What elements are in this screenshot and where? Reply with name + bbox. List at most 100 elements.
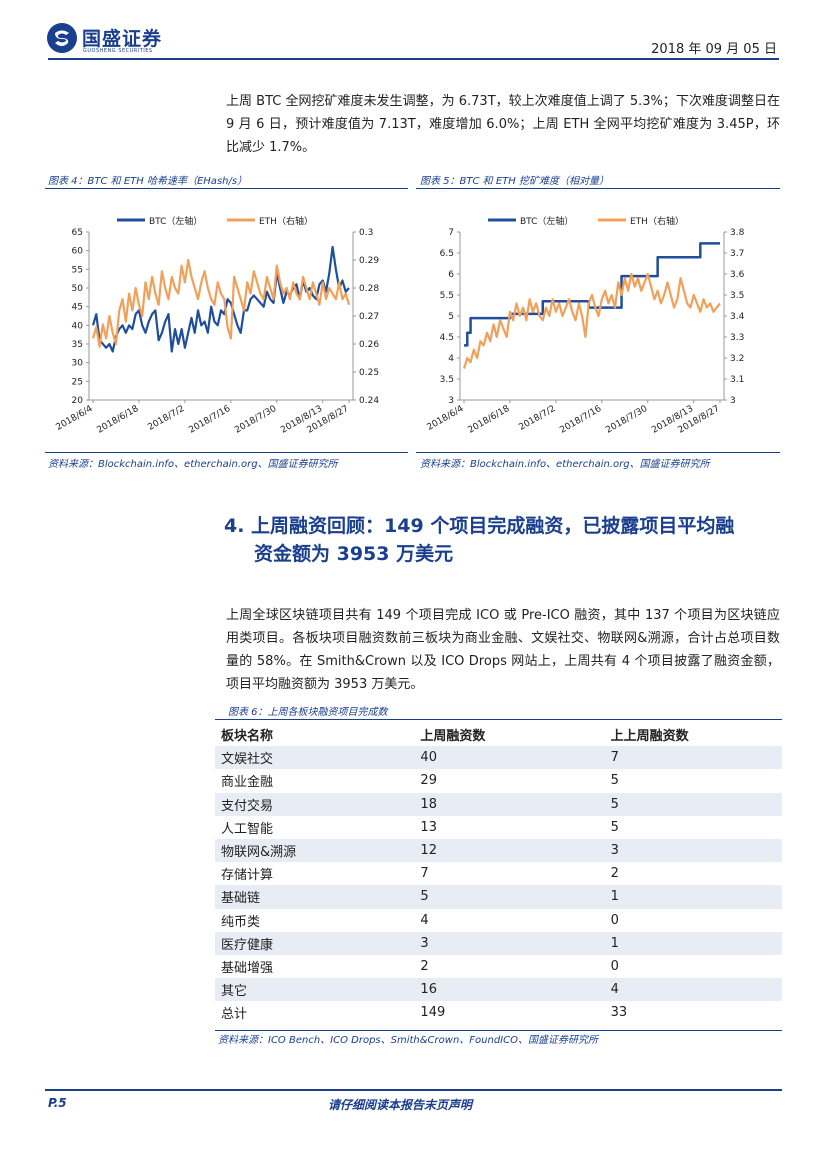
section4-heading-line2: 资金额为 3953 万美元 (254, 543, 454, 565)
table-row: 物联网&溯源 12 3 (215, 838, 782, 863)
y-right-tick-label: 0.28 (359, 284, 379, 294)
table-cell: 人工智能 (221, 821, 274, 837)
y-right-tick-label: 3.2 (730, 354, 744, 364)
table-cell: 1 (604, 931, 782, 955)
section4-heading: 4. 上周融资回顾：149 个项目完成融资，已披露项目平均融 资金额为 3953… (224, 512, 784, 568)
fig4-title: 图表 4：BTC 和 ETH 哈希速率（EHash/s） (48, 176, 248, 187)
y-left-tick-label: 55 (72, 265, 83, 275)
fig4-source: 资料来源：Blockchain.info、etherchain.org、国盛证券… (48, 459, 338, 470)
y-right-tick-label: 0.24 (359, 396, 379, 406)
footer-rule (45, 1089, 782, 1091)
table6-grid: 板块名称 上周融资数 上上周融资数 文娱社交 40 7 商业金融 29 5 支付交易 18 5 人工智能… (215, 723, 782, 1024)
table-cell: 商业金融 (221, 775, 274, 791)
y-right-tick-label: 3.5 (730, 291, 744, 301)
table-cell: 2 (610, 866, 619, 882)
footer-disclaimer: 请仔细阅读本报告末页声明 (328, 1098, 473, 1112)
table-row: 基础增强 2 0 (215, 955, 782, 978)
table-row: 基础链 5 1 (215, 885, 782, 909)
table6-source: 资料来源：ICO Bench、ICO Drops、Smith&Crown、Fou… (218, 1035, 598, 1046)
y-right-tick-label: 0.29 (359, 256, 379, 266)
y-left-tick-label: 50 (72, 284, 84, 294)
y-right-tick-label: 3.3 (730, 333, 744, 343)
table-cell: 33 (610, 1005, 628, 1021)
x-tick-label: 2018/6/18 (466, 404, 511, 436)
table-cell: 4 (604, 978, 782, 1002)
y-right-tick-label: 3.1 (730, 375, 744, 385)
x-tick-label: 2018/7/16 (187, 404, 232, 436)
table-cell: 2 (420, 958, 429, 974)
table-cell: 7 (604, 746, 782, 770)
fig5-chart: BTC（左轴） ETH（右轴） 3 3.5 4 4.5 5 5.5 6 6.5 7 3 3.1 3.2 3.… (425, 215, 745, 436)
y-left-tick-label: 3 (448, 396, 454, 406)
y-right-tick-label: 3.7 (730, 249, 744, 259)
table6-bottom-rule (215, 1030, 782, 1031)
table-cell: 5 (610, 773, 619, 789)
table-cell: 其它 (215, 978, 415, 1002)
y-left-tick-label: 20 (72, 396, 84, 406)
table-cell: 149 (420, 1005, 446, 1021)
table-row: 医疗健康 3 1 (215, 931, 782, 955)
x-tick-label: 2018/7/30 (604, 404, 649, 436)
table-cell: 5 (610, 819, 619, 835)
table-row: 文娱社交 40 7 (215, 746, 782, 770)
table-cell: 40 (414, 746, 605, 770)
table-row: 总计 149 33 (215, 1001, 782, 1024)
intro-paragraph: 上周 BTC 全网挖矿难度未发生调整，为 6.73T，较上次难度值上调了 5.3… (226, 94, 780, 155)
logo: 国盛证券 GUOSHENG SECURITIES (46, 22, 176, 56)
chart-legend: BTC（左轴） ETH（右轴） (488, 215, 684, 227)
series-line-eth (91, 258, 351, 348)
header-rule (48, 58, 779, 60)
table-header-row: 板块名称 上周融资数 上上周融资数 (215, 723, 782, 747)
table-cell: 12 (414, 838, 605, 863)
y-left-tick-label: 35 (72, 340, 83, 350)
y-left-tick-label: 5.5 (440, 291, 454, 301)
logo-text: 国盛证券 (82, 28, 163, 50)
table-cell: 1 (604, 885, 782, 909)
table-cell: 5 (604, 792, 782, 816)
y-left-tick-label: 6.5 (440, 249, 454, 259)
table-row: 商业金融 29 5 (215, 769, 782, 792)
x-tick-label: 2018/6/4 (54, 404, 94, 433)
page-number: P.5 (48, 1096, 67, 1110)
fig4-title-rule (45, 188, 408, 189)
table-cell: 医疗健康 (215, 931, 415, 955)
y-left-tick-label: 25 (72, 377, 83, 387)
table-row: 存储计算 7 2 (215, 862, 782, 885)
table-cell: 29 (420, 773, 437, 789)
table-cell: 16 (414, 978, 605, 1002)
y-left-tick-label: 45 (72, 303, 83, 313)
y-left-tick-label: 40 (72, 321, 84, 331)
table6-title-rule (215, 719, 782, 720)
table-cell: 0 (610, 958, 619, 974)
logo-icon (47, 23, 77, 53)
fig4-chart: BTC（左轴） ETH（右轴） 20 25 30 35 40 45 50 55 60 65 0.24 0.… (54, 215, 379, 436)
fig5-title: 图表 5：BTC 和 ETH 挖矿难度（相对量） (420, 176, 609, 187)
table-cell: 总计 (221, 1007, 248, 1023)
legend-label: ETH（右轴） (630, 215, 684, 227)
table-cell: 18 (414, 792, 605, 816)
y-left-tick-label: 30 (72, 359, 84, 369)
table-cell: 0 (610, 912, 619, 928)
table-cell: 物联网&溯源 (215, 838, 415, 863)
x-tick-label: 2018/7/16 (558, 404, 603, 436)
table-cell: 上上周融资数 (604, 723, 782, 747)
table-cell: 基础链 (215, 885, 415, 909)
table-cell: 支付交易 (215, 792, 415, 816)
fig5-title-rule (416, 188, 780, 189)
x-tick-label: 2018/6/4 (425, 404, 465, 433)
y-right-tick-label: 3 (730, 396, 736, 406)
y-left-tick-label: 4.5 (440, 333, 454, 343)
y-left-tick-label: 5 (448, 312, 454, 322)
x-tick-label: 2018/6/18 (95, 404, 140, 436)
legend-label: BTC（左轴） (520, 215, 573, 227)
y-right-tick-label: 0.27 (359, 312, 379, 322)
series-line-eth (462, 272, 721, 369)
table-cell: 13 (420, 819, 437, 835)
x-tick-label: 2018/7/2 (146, 404, 186, 433)
legend-label: BTC（左轴） (149, 215, 202, 227)
y-right-tick-label: 3.6 (730, 270, 745, 280)
table-cell: 7 (420, 866, 429, 882)
table-cell: 3 (414, 931, 605, 955)
table-cell: 上周融资数 (414, 723, 605, 747)
y-left-tick-label: 6 (448, 270, 454, 280)
